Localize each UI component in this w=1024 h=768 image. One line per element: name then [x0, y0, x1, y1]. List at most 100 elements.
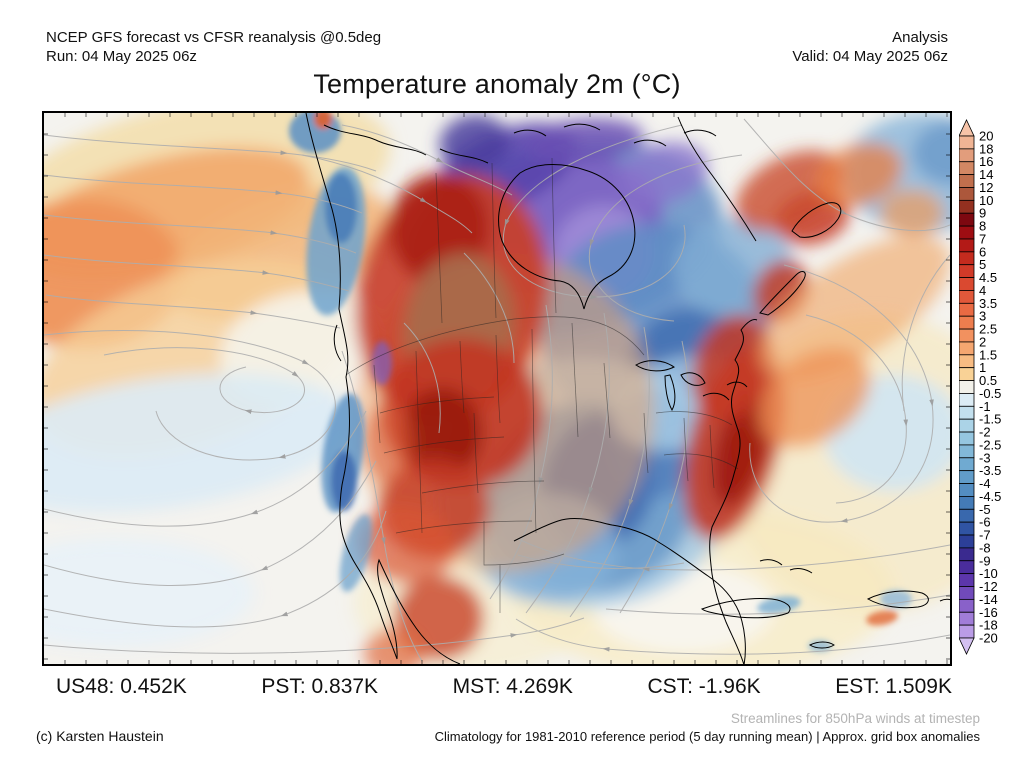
streamline — [619, 340, 690, 614]
colorbar-label: -2.5 — [979, 437, 1001, 452]
colorbar-label: 5 — [979, 257, 986, 272]
colorbar-label: -8 — [979, 540, 991, 555]
colorbar-segment — [959, 393, 975, 407]
streamline — [605, 594, 950, 615]
colorbar-label: 4 — [979, 283, 986, 298]
colorbar-label: 12 — [979, 180, 993, 195]
colorbar-label: 2 — [979, 334, 986, 349]
colorbar-label: -0.5 — [979, 386, 1001, 401]
coastline — [333, 324, 342, 362]
anomaly-blob — [880, 590, 912, 608]
political-borders-layer — [345, 157, 739, 613]
streamline — [805, 314, 909, 504]
stat-mst: MST: 4.269K — [452, 675, 573, 698]
colorbar-segment — [959, 354, 975, 369]
colorbar-label: -4.5 — [979, 489, 1001, 504]
colorbar-arrow-down — [959, 637, 975, 655]
colorbar-segment — [959, 225, 975, 240]
colorbar-segment — [959, 302, 975, 317]
streamlines-note: Streamlines for 850hPa winds at timestep — [730, 711, 980, 726]
streamline — [517, 554, 685, 570]
colorbar-segment — [959, 238, 975, 253]
coastline — [513, 319, 758, 664]
border-line — [345, 316, 645, 376]
colorbar-segment — [959, 405, 975, 420]
anomaly-field — [44, 113, 950, 664]
colorbar-label: 0.5 — [979, 373, 997, 388]
colorbar-arrow-up — [959, 119, 975, 137]
streamline — [44, 214, 357, 254]
border-line — [531, 328, 537, 534]
border-line — [483, 521, 565, 566]
streamline — [44, 134, 377, 172]
colorbar-segment — [959, 573, 975, 587]
analysis-label: Analysis — [892, 29, 948, 46]
colorbar-label: -4 — [979, 476, 991, 491]
colorbar-label: 1.5 — [979, 347, 997, 362]
streamline — [515, 618, 950, 655]
anomaly-blob — [735, 150, 843, 232]
coastline — [664, 374, 676, 412]
streamline — [44, 460, 377, 586]
climatology-note: Climatology for 1981-2010 reference peri… — [434, 729, 980, 744]
colorbar-label: 9 — [979, 206, 986, 221]
anomaly-blob — [339, 514, 373, 592]
colorbar-segment — [959, 341, 975, 356]
border-line — [663, 453, 739, 470]
coastline — [439, 148, 489, 164]
colorbar-label: 3.5 — [979, 296, 997, 311]
streamline — [44, 510, 387, 628]
border-line — [421, 480, 545, 494]
map-title: Temperature anomaly 2m (°C) — [313, 69, 681, 99]
stat-est: EST: 1.509K — [835, 675, 952, 698]
coastline — [702, 392, 730, 401]
colorbar-label: 20 — [979, 129, 993, 144]
streamline — [44, 254, 350, 292]
anomaly-field-detail — [289, 113, 912, 652]
coastline — [809, 641, 835, 649]
streamline — [502, 124, 686, 300]
run-line: Run: 04 May 2025 06z — [46, 48, 197, 65]
anomaly-blob — [325, 173, 357, 243]
streamline — [517, 538, 950, 572]
colorbar-label: 10 — [979, 193, 993, 208]
anomaly-blob — [692, 314, 772, 422]
valid-line: Valid: 04 May 2025 06z — [792, 48, 948, 65]
colorbar-segment — [959, 148, 975, 163]
colorbar-label: 14 — [979, 167, 993, 182]
anomaly-map — [42, 111, 952, 666]
border-line — [459, 340, 465, 414]
colorbar-segment — [959, 187, 975, 201]
colorbar-segment — [959, 508, 975, 523]
coastline — [677, 116, 757, 242]
streamline — [44, 617, 585, 654]
stat-cst: CST: -1.96K — [647, 675, 761, 698]
colorbar-label: -1.5 — [979, 412, 1001, 427]
coastline — [759, 271, 806, 316]
streamline — [569, 326, 650, 618]
colorbar-segment — [959, 483, 975, 497]
streamline — [743, 118, 950, 231]
anomaly-map-canvas — [44, 113, 950, 664]
anomaly-blob — [866, 610, 898, 626]
colorbar-label: -5 — [979, 502, 991, 517]
coastline — [323, 124, 427, 156]
colorbar-label: -7 — [979, 528, 991, 543]
streamline — [45, 294, 341, 329]
colorbar-segment — [959, 431, 975, 446]
colorbar-label: -3.5 — [979, 463, 1001, 478]
colorbar-label: 8 — [979, 219, 986, 234]
colorbar-label: 1 — [979, 360, 986, 375]
border-line — [603, 362, 611, 439]
streamline — [588, 154, 743, 322]
anomaly-blob — [44, 538, 254, 648]
border-line — [643, 412, 649, 474]
streamline — [44, 410, 367, 527]
coastline — [633, 139, 667, 147]
stat-us48: US48: 0.452K — [56, 675, 187, 698]
border-line — [655, 411, 733, 426]
border-line — [551, 157, 557, 314]
streamline — [463, 252, 515, 364]
colorbar-segment — [959, 547, 975, 562]
colorbar-label: 18 — [979, 141, 993, 156]
